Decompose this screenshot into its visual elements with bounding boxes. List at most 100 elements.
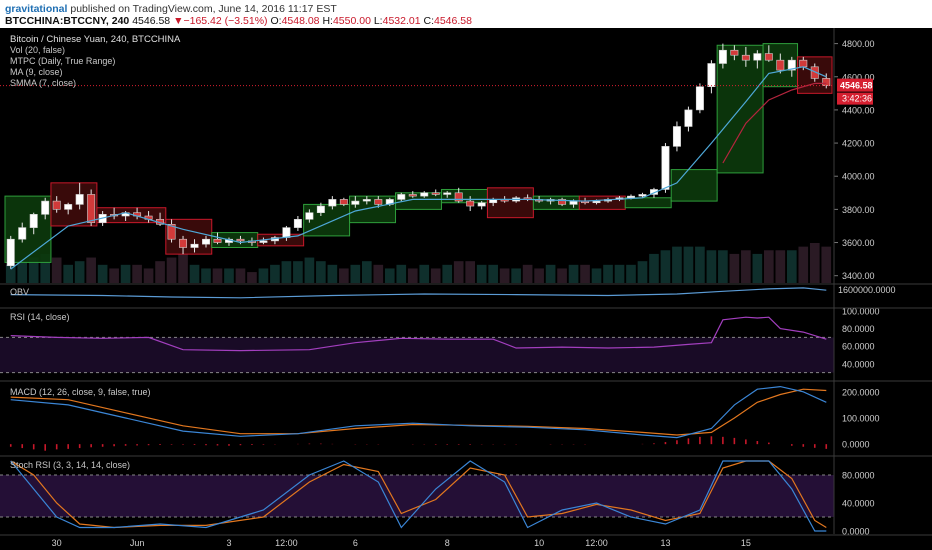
candle-body: [305, 212, 314, 220]
last-price: 4546.58: [132, 15, 171, 27]
volume-bar: [373, 264, 384, 283]
volume-bar: [729, 253, 740, 283]
volume-bar: [683, 246, 694, 283]
time-tick-label: 13: [660, 538, 670, 548]
low-label: L:: [373, 15, 383, 27]
candle-body: [339, 199, 348, 205]
candle-body: [672, 126, 681, 147]
volume-bar: [97, 264, 108, 283]
publish-line: gravitational published on TradingView.c…: [5, 3, 337, 15]
volume-bar: [637, 261, 648, 283]
countdown-tag: [837, 92, 873, 105]
high-value: 4550.00: [332, 15, 371, 27]
candle-body: [764, 53, 773, 61]
obv-line: [10, 287, 827, 299]
volume-bar: [522, 264, 533, 283]
candle-body: [362, 199, 371, 202]
time-tick-label: 15: [741, 538, 751, 548]
rsi-pane[interactable]: 100.0000 80.0000 60.0000 40.0000: [0, 307, 880, 374]
price-tick-label: 4600.00: [842, 72, 875, 82]
volume-bar: [430, 268, 441, 283]
candle-body: [179, 238, 188, 248]
volume-bar: [40, 253, 51, 283]
close-label: C:: [423, 15, 435, 27]
rsi-line: [10, 316, 827, 352]
candle-body: [569, 200, 578, 205]
obv-pane[interactable]: 1600000.0000: [10, 285, 896, 299]
price-tick-label: 4000.00: [842, 172, 875, 182]
candle-body: [753, 53, 762, 61]
candle-body: [6, 238, 15, 267]
candle-body: [661, 146, 670, 190]
low-value: 4532.01: [382, 15, 421, 27]
volume-bar: [224, 268, 234, 283]
symbol-label: BTCCHINA:BTCCNY, 240: [5, 15, 130, 27]
candle-body: [374, 199, 383, 205]
chart-svg[interactable]: 3400.00 3600.00 3800.00 4000.00 4200.00 4400.…: [0, 28, 932, 550]
time-tick-label: 12:00: [275, 538, 298, 548]
volume-bar: [109, 268, 119, 283]
volume-bar: [5, 264, 16, 283]
volume-bar: [74, 261, 85, 283]
macd-tick-label: 200.0000: [842, 387, 880, 397]
volume-bar: [476, 264, 487, 283]
volume-bar: [752, 253, 763, 283]
candle-body: [638, 194, 647, 197]
candle-body: [408, 194, 417, 197]
volume-bar: [545, 264, 556, 283]
volume-bar: [488, 264, 498, 283]
rsi-tick-label: 80.0000: [842, 324, 875, 334]
macd-title: MACD (12, 26, close, 9, false, true): [10, 387, 151, 397]
chart-area[interactable]: 3400.00 3600.00 3800.00 4000.00 4200.00 4400.…: [0, 28, 932, 550]
rsi-tick-label: 60.0000: [842, 342, 875, 352]
rsi-band: [0, 337, 834, 373]
price-tick-label: 4200.00: [842, 139, 875, 149]
stoch-rsi-pane[interactable]: 80.0000 40.0000 0.0000: [0, 460, 875, 537]
volume-bar: [293, 261, 303, 283]
change-arrow-icon: ▼: [173, 15, 184, 27]
time-tick-label: 30: [52, 538, 62, 548]
obv-tick-label: 1600000.0000: [838, 285, 896, 295]
price-tag: [837, 78, 873, 92]
main-price-pane[interactable]: 3400.00 3600.00 3800.00 4000.00 4200.00 4400.…: [0, 39, 875, 283]
candle-body: [810, 66, 819, 79]
macd-signal-line: [10, 388, 827, 436]
candle-body: [190, 243, 199, 248]
candle-body: [64, 204, 73, 210]
volume-bar: [304, 257, 315, 283]
author-link[interactable]: gravitational: [5, 3, 68, 15]
macd-line: [10, 385, 827, 439]
volume-bar: [465, 261, 476, 283]
volume-bar: [557, 268, 567, 283]
volume-bar: [155, 261, 165, 283]
smma-line: [722, 82, 827, 164]
volume-bar: [821, 246, 832, 283]
chart-header: gravitational published on TradingView.c…: [0, 0, 932, 28]
macd-pane[interactable]: 200.0000 100.0000 0.0000: [9, 385, 880, 451]
volume-bar: [718, 250, 728, 283]
candle-body: [259, 240, 268, 243]
volume-bar: [534, 268, 544, 283]
volume-bar: [143, 268, 154, 283]
candle-body: [431, 192, 440, 195]
candle-body: [695, 86, 704, 111]
volume-bar: [361, 261, 372, 283]
close-value: 4546.58: [434, 15, 472, 27]
time-tick-label: 12:00: [585, 538, 608, 548]
volume-bar: [339, 268, 349, 283]
volume-bar: [178, 253, 188, 283]
ma-line: [10, 66, 827, 270]
rsi-tick-label: 40.0000: [842, 359, 875, 369]
candle-body: [684, 109, 693, 127]
time-tick-label: 10: [534, 538, 544, 548]
mtpc-box: [670, 169, 718, 202]
candle-body: [799, 59, 808, 68]
published-text: published on TradingView.com, June 14, 2…: [70, 3, 337, 15]
candle-body: [718, 49, 727, 64]
volume-bar: [86, 257, 96, 283]
volume-bar: [120, 264, 131, 283]
candle-body: [787, 59, 796, 71]
time-axis[interactable]: 30 Jun 3 12:00 6 8 10 12:00 13 15: [0, 534, 932, 548]
time-tick-label: Jun: [130, 538, 145, 548]
volume-bar: [741, 250, 751, 283]
